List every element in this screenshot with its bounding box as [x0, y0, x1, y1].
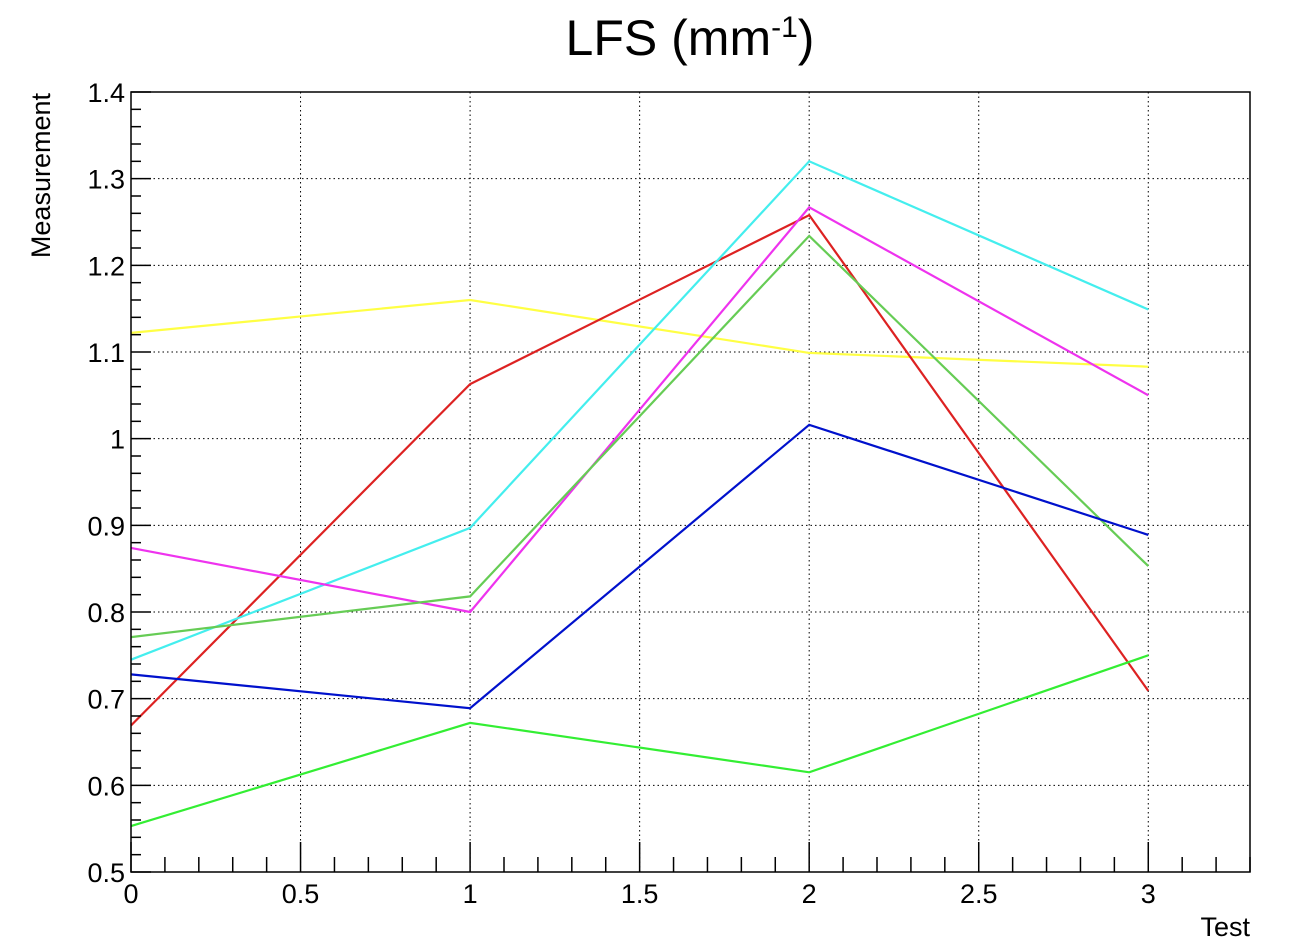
x-tick-label-0: 0 [123, 879, 138, 909]
series-line-6 [130, 654, 1149, 828]
series-layer [130, 159, 1150, 828]
series-line-5 [130, 423, 1149, 710]
chart-title: LFS (mm-1) [566, 10, 815, 66]
x-tick-label-4: 2 [802, 879, 817, 909]
series-line-3 [130, 205, 1149, 614]
plot-frame [130, 91, 1251, 873]
y-tick-label-6: 1.1 [87, 338, 125, 368]
series-line-4 [130, 234, 1150, 639]
y-tick-label-7: 1.2 [87, 251, 125, 281]
x-tick-label-2: 1 [463, 879, 478, 909]
y-tick-label-0: 0.5 [87, 858, 125, 888]
x-tick-label-6: 3 [1141, 879, 1156, 909]
x-tick-label-1: 0.5 [282, 879, 320, 909]
x-axis-label: Test [1200, 912, 1250, 942]
y-tick-label-1: 0.6 [87, 771, 125, 801]
axis-layer: 0.50.60.70.80.911.11.21.31.40 0.5 1 1.5 2 2.5… [87, 78, 1251, 909]
chart-title-main: LFS (mm [566, 10, 772, 66]
x-tick-label-3: 1.5 [621, 879, 659, 909]
y-tick-label-4: 0.9 [87, 511, 125, 541]
y-tick-label-2: 0.7 [87, 685, 125, 715]
x-tick-label-5: 2.5 [960, 879, 998, 909]
y-tick-label-3: 0.8 [87, 598, 125, 628]
y-tick-label-5: 1 [110, 425, 125, 455]
chart-title-suffix: ) [798, 10, 815, 66]
series-line-1 [130, 213, 1150, 727]
chart-title-superscript: -1 [771, 11, 798, 44]
y-tick-label-8: 1.3 [87, 165, 125, 195]
y-axis-label: Measurement [26, 93, 56, 259]
series-line-2 [130, 159, 1149, 661]
y-tick-label-9: 1.4 [87, 78, 125, 108]
series-line-0 [130, 298, 1149, 368]
